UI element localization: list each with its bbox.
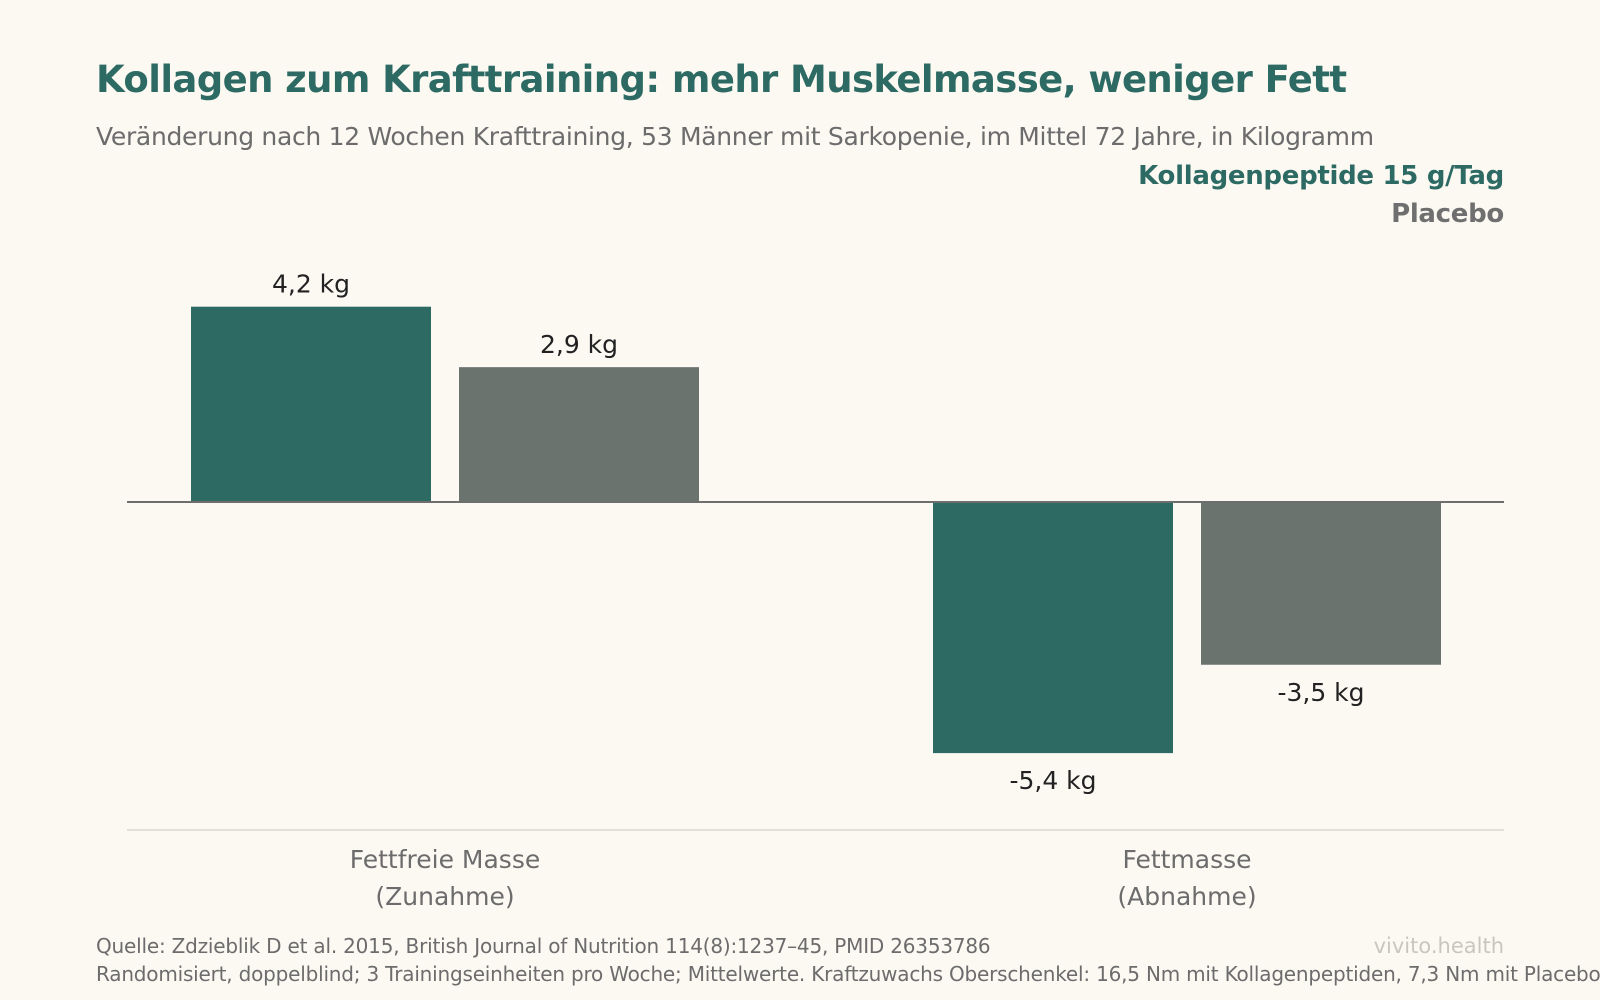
chart-title: Kollagen zum Krafttraining: mehr Muskelm… [96,58,1347,101]
legend-item-placebo: Placebo [1391,199,1504,229]
data-label: 4,2 kg [272,270,350,299]
legend-item-kollagen: Kollagenpeptide 15 g/Tag [1138,161,1504,191]
bar-placebo-0 [459,367,699,502]
source-note: Quelle: Zdzieblik D et al. 2015, British… [96,934,991,958]
category-label: (Zunahme) [375,882,514,911]
chart-subtitle: Veränderung nach 12 Wochen Krafttraining… [96,122,1374,151]
bar-placebo-1 [1201,502,1441,665]
category-label: Fettmasse [1122,845,1251,874]
bar-kollagen-0 [191,306,431,502]
method-note: Randomisiert, doppelblind; 3 Trainingsei… [96,962,1600,986]
data-label: -3,5 kg [1277,678,1364,707]
brand-watermark: vivito.health [1373,934,1504,958]
category-label: (Abnahme) [1117,882,1256,911]
data-label: -5,4 kg [1009,766,1096,795]
category-label: Fettfreie Masse [350,845,541,874]
legend: Kollagenpeptide 15 g/Tag Placebo [1138,157,1504,233]
data-label: 2,9 kg [540,330,618,359]
bar-kollagen-1 [933,502,1173,754]
